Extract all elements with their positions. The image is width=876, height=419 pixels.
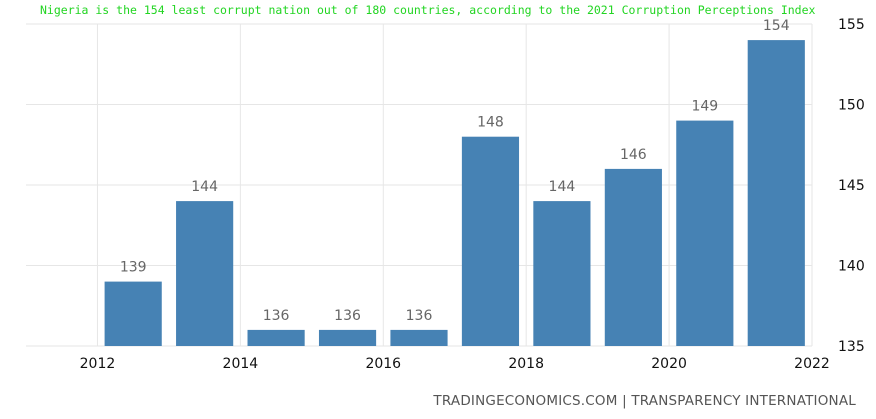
bar-2015 — [318, 329, 377, 346]
chart-headline: Nigeria is the 154 least corrupt nation … — [40, 3, 816, 17]
x-axis: 2012 2014 2016 2018 2020 2022 — [80, 356, 830, 372]
data-label-2018: 144 — [549, 179, 576, 195]
data-label-2020: 149 — [691, 99, 718, 115]
y-tick-label: 155 — [838, 17, 865, 33]
y-tick-label: 145 — [838, 178, 865, 194]
bars — [104, 40, 805, 346]
bar-2021 — [747, 40, 805, 346]
x-tick-label: 2012 — [80, 356, 116, 372]
x-tick-label: 2020 — [651, 356, 687, 372]
x-tick-label: 2016 — [365, 356, 401, 372]
data-label-2012: 139 — [120, 260, 147, 276]
bar-2018 — [533, 201, 591, 346]
data-label-2013: 144 — [191, 179, 218, 195]
y-tick-label: 135 — [838, 339, 865, 355]
data-label-2019: 146 — [620, 147, 647, 163]
bar-2012 — [104, 281, 162, 346]
data-label-2017: 148 — [477, 115, 504, 131]
bar-2019 — [604, 168, 662, 346]
bar-2016 — [390, 329, 448, 346]
chart-source: TRADINGECONOMICS.COM | TRANSPARENCY INTE… — [433, 393, 856, 409]
data-label-2021: 154 — [763, 18, 790, 34]
data-label-2014: 136 — [263, 308, 290, 324]
x-tick-label: 2018 — [508, 356, 544, 372]
bar-2020 — [676, 120, 734, 346]
x-tick-label: 2022 — [794, 356, 830, 372]
data-label-2016: 136 — [406, 308, 433, 324]
bar-2014 — [247, 329, 305, 346]
bar-2013 — [176, 201, 234, 346]
y-tick-label: 140 — [838, 259, 865, 275]
y-tick-label: 150 — [838, 98, 865, 114]
y-axis: 135 140 145 150 155 — [838, 17, 865, 355]
data-labels: 139 144 136 136 136 148 144 146 149 154 — [120, 18, 790, 324]
bar-2017 — [461, 136, 520, 346]
x-tick-label: 2014 — [223, 356, 259, 372]
data-label-2015: 136 — [334, 308, 361, 324]
